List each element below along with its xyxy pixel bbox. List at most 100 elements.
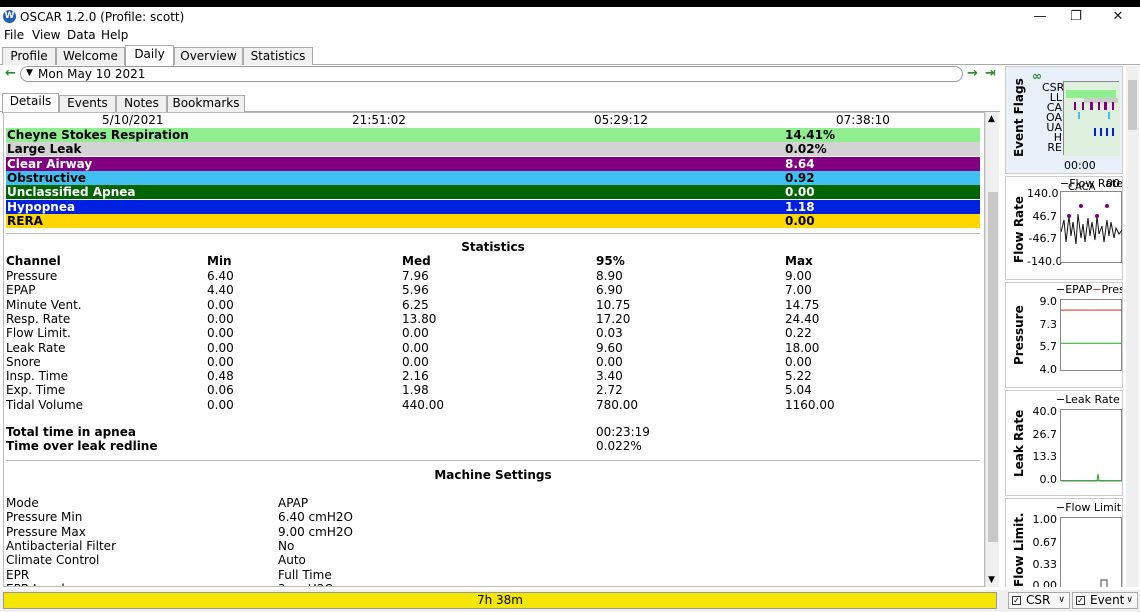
leak-rate-graph[interactable]: Leak Rate −Leak Rate 40.0 26.7 13.3 0.0 — [1005, 390, 1123, 496]
scroll-up-icon[interactable]: ▲ — [988, 114, 995, 124]
scroll-down-icon[interactable]: ▼ — [988, 575, 995, 585]
fl-tick-0: 0.00 — [1032, 579, 1058, 587]
menu-view[interactable]: View — [32, 28, 61, 42]
stats-row: Resp. Rate 0.00 13.80 17.20 24.40 — [6, 312, 980, 326]
event-flag-labels: CSR LL CA OA UA H RE — [1042, 82, 1064, 153]
checkbox-icon[interactable]: ✓ — [1076, 596, 1085, 605]
stats-row: Flow Limit. 0.00 0.00 0.03 0.22 — [6, 326, 980, 340]
event-combo[interactable]: ✓ Event ∨ — [1072, 592, 1138, 609]
stats-cell: 7.00 — [785, 283, 812, 298]
last-day-arrow-icon[interactable]: ⇥ — [985, 66, 996, 81]
setting-name: EPR Level — [6, 582, 65, 586]
dropdown-triangle-icon[interactable]: ▼ — [26, 68, 33, 78]
leak-tick-267: 26.7 — [1032, 428, 1058, 441]
stats-cell: 5.22 — [785, 369, 812, 384]
stats-cell: 0.48 — [207, 369, 234, 384]
details-scrollbar[interactable]: ▲ ▼ — [985, 112, 999, 587]
setting-value: Full Time — [278, 567, 332, 582]
stats-cell: 1.98 — [402, 383, 429, 398]
event-name: RERA — [7, 213, 43, 228]
flow-limit-legend: −Flow Limit. — [1056, 501, 1123, 514]
tab-bookmarks[interactable]: Bookmarks — [167, 95, 245, 112]
fl-tick-1: 1.00 — [1032, 513, 1058, 526]
menu-data[interactable]: Data — [67, 28, 96, 42]
flow-rate-graph[interactable]: Flow Rate −Flow Rate 00: 140.0 46.7 -46.… — [1005, 176, 1123, 280]
scroll-thumb[interactable] — [988, 192, 998, 542]
stats-cell: 9.60 — [596, 340, 623, 355]
flow-tick-46: 46.7 — [1032, 210, 1058, 223]
link-icon[interactable]: ∞ — [1032, 69, 1042, 83]
prev-day-arrow-icon[interactable]: ← — [5, 66, 16, 81]
totals-label: Time over leak redline — [6, 439, 158, 454]
restore-icon[interactable]: ❐ — [1070, 9, 1082, 24]
stats-header-med: Med — [402, 254, 431, 268]
tab-welcome[interactable]: Welcome — [56, 47, 125, 65]
machine-settings-title: Machine Settings — [434, 468, 552, 482]
stats-cell: 0.00 — [402, 326, 429, 341]
flow-rate-ca-label: CACA — [1068, 182, 1096, 193]
main-tabs: Profile Welcome Daily Overview Statistic… — [0, 45, 1140, 66]
flow-limit-graph[interactable]: Flow Limit. −Flow Limit. 1.00 0.67 0.33 … — [1005, 498, 1123, 587]
stats-row: EPAP 4.40 5.96 6.90 7.00 — [6, 283, 980, 297]
stats-cell: 7.96 — [402, 269, 429, 283]
event-row: Hypopnea 1.18 — [6, 199, 980, 214]
tab-notes[interactable]: Notes — [116, 95, 167, 112]
date-value: Mon May 10 2021 — [38, 67, 146, 81]
flow-rate-title: Flow Rate — [1012, 195, 1026, 263]
session-duration-bar: 7h 38m — [3, 592, 997, 609]
minimize-icon[interactable]: — — [1033, 9, 1047, 24]
pressure-plot — [1060, 299, 1122, 371]
date-picker[interactable]: ▼ Mon May 10 2021 — [20, 66, 963, 82]
event-flags-graph[interactable]: Event Flags CSR LL CA OA UA H RE — [1005, 66, 1123, 174]
sidebar-scrollbar[interactable] — [1126, 66, 1139, 587]
event-row: Clear Airway 8.64 — [6, 156, 980, 171]
event-value: 0.02% — [785, 142, 827, 157]
stats-row: Snore 0.00 0.00 0.00 0.00 — [6, 355, 980, 369]
fl-tick-033: 0.33 — [1032, 558, 1058, 571]
setting-value: 6.40 cmH2O — [278, 510, 353, 525]
flow-limit-plot — [1060, 517, 1122, 587]
event-row: RERA 0.00 — [6, 213, 980, 228]
totals-value: 00:23:19 — [596, 425, 650, 439]
stats-cell: 10.75 — [596, 297, 631, 312]
menu-file[interactable]: File — [4, 28, 25, 42]
tab-events[interactable]: Events — [59, 95, 116, 112]
tab-daily[interactable]: Daily — [125, 45, 174, 66]
setting-name: Antibacterial Filter — [6, 538, 116, 553]
setting-row: Pressure Max 9.00 cmH2O — [6, 525, 980, 539]
checkbox-icon[interactable]: ✓ — [1012, 596, 1021, 605]
csr-combo[interactable]: ✓ CSR ∨ — [1008, 592, 1070, 609]
stats-cell: Leak Rate — [6, 340, 66, 355]
title-bar: W OSCAR 1.2.0 (Profile: scott) — ❐ ✕ — [0, 7, 1140, 28]
tab-statistics[interactable]: Statistics — [243, 47, 313, 65]
event-name: Unclassified Apnea — [7, 185, 136, 200]
stats-cell: 24.40 — [785, 311, 820, 326]
tab-overview[interactable]: Overview — [174, 47, 243, 65]
pressure-tick-73: 7.3 — [1039, 318, 1058, 331]
tab-profile[interactable]: Profile — [2, 47, 56, 65]
epap-legend-text: EPAP — [1065, 283, 1093, 296]
flow-rate-time-label: 00: — [1106, 177, 1123, 190]
setting-name: Mode — [6, 496, 39, 510]
tab-details[interactable]: Details — [2, 93, 59, 113]
pressure-graph[interactable]: Pressure −EPAP−Pressure 9.0 7.3 5.7 4.0 — [1005, 282, 1123, 388]
stats-cell: Minute Vent. — [6, 297, 82, 312]
leak-tick-40: 40.0 — [1032, 405, 1058, 418]
totals-label: Total time in apnea — [6, 425, 136, 439]
stats-cell: EPAP — [6, 283, 36, 298]
menu-help[interactable]: Help — [101, 28, 129, 42]
h-marks — [1094, 128, 1114, 136]
totals-row: Time over leak redline 0.022% — [6, 439, 980, 453]
event-value: 0.92 — [785, 170, 815, 185]
stats-cell: 6.25 — [402, 297, 429, 312]
next-day-arrow-icon[interactable]: → — [967, 66, 978, 81]
top-border — [0, 0, 1140, 7]
sidebar-scroll-thumb[interactable] — [1128, 80, 1137, 130]
fl-tick-067: 0.67 — [1032, 536, 1058, 549]
stats-cell: 2.16 — [402, 369, 429, 384]
close-icon[interactable]: ✕ — [1112, 9, 1124, 24]
stats-cell: 0.00 — [207, 326, 234, 341]
event-flags-svg — [1064, 82, 1120, 156]
leak-tick-0: 0.0 — [1039, 473, 1058, 486]
event-flags-time: 00:00 — [1064, 159, 1096, 172]
